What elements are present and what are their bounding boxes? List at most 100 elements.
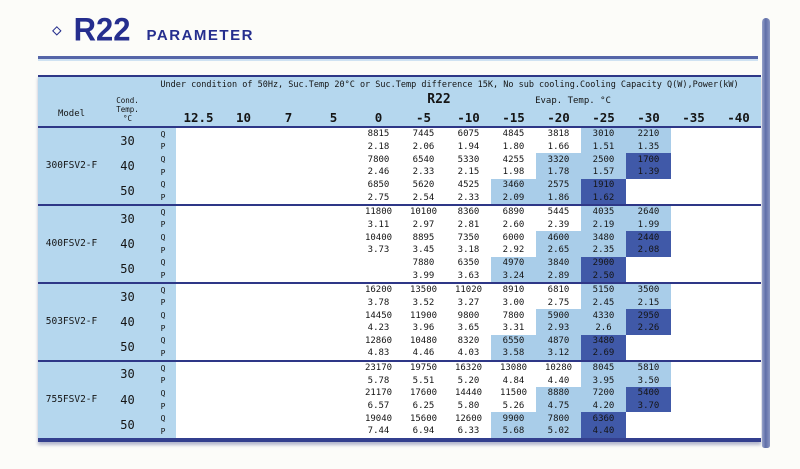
- value-cell: [176, 387, 221, 400]
- page-title: R22: [73, 11, 131, 48]
- parameter-table: Under condition of 50Hz, Suc.Temp 20°C o…: [38, 75, 761, 442]
- value-cell: 2.60: [491, 218, 536, 232]
- value-cell: [716, 205, 761, 219]
- value-cell: [626, 347, 671, 360]
- value-cell: 4330: [581, 309, 626, 322]
- value-cell: [266, 269, 311, 282]
- qp-row-label: Q: [160, 233, 166, 243]
- evap-temp-tick: -10: [457, 110, 480, 125]
- value-cell: 7350: [446, 231, 491, 244]
- value-cell: [176, 191, 221, 204]
- value-cell: [311, 347, 356, 360]
- model-column-header: Model: [57, 109, 86, 119]
- value-cell: [671, 218, 716, 232]
- value-cell: 5.80: [446, 399, 491, 413]
- value-cell: 15600: [401, 412, 446, 426]
- evap-temp-label: Evap. Temp. °C: [535, 96, 611, 106]
- value-cell: 19040: [356, 412, 401, 426]
- value-cell: 1.78: [536, 165, 581, 179]
- value-cell: [176, 361, 221, 375]
- value-cell: [176, 283, 221, 297]
- qp-row-label: P: [160, 323, 166, 333]
- value-cell: 1910: [581, 178, 626, 192]
- value-cell: 2.26: [626, 321, 671, 335]
- value-cell: 4970: [491, 256, 536, 270]
- value-cell: [671, 243, 716, 257]
- value-cell: [716, 387, 761, 400]
- value-cell: 4035: [581, 205, 626, 219]
- value-cell: [716, 231, 761, 244]
- value-cell: [266, 205, 311, 219]
- value-cell: 2.6: [581, 321, 626, 335]
- value-cell: [311, 243, 356, 257]
- value-cell: 5.51: [401, 374, 446, 388]
- value-cell: 8880: [536, 387, 581, 400]
- value-cell: [716, 243, 761, 257]
- qp-row-label: P: [160, 245, 166, 255]
- value-cell: 4525: [446, 178, 491, 192]
- cond-temp-value: 50: [120, 184, 135, 199]
- value-cell: 6890: [491, 205, 536, 219]
- value-cell: 4.46: [401, 347, 446, 360]
- value-cell: 6550: [491, 334, 536, 348]
- value-cell: [311, 269, 356, 282]
- value-cell: [221, 165, 266, 179]
- value-cell: 2.19: [581, 218, 626, 232]
- value-cell: 6850: [356, 178, 401, 192]
- value-cell: [311, 191, 356, 204]
- value-cell: 6.94: [401, 425, 446, 438]
- value-cell: [626, 412, 671, 426]
- value-cell: [311, 165, 356, 179]
- value-cell: [626, 256, 671, 270]
- qp-row-label: P: [160, 220, 166, 230]
- value-cell: [266, 399, 311, 413]
- value-cell: [671, 153, 716, 166]
- value-cell: [266, 387, 311, 400]
- value-cell: [176, 243, 221, 257]
- value-cell: 3.73: [356, 243, 401, 257]
- value-cell: [176, 165, 221, 179]
- value-cell: [176, 256, 221, 270]
- value-cell: [266, 425, 311, 438]
- value-cell: 2.09: [491, 191, 536, 204]
- value-cell: [671, 334, 716, 348]
- value-cell: 6075: [446, 128, 491, 141]
- qp-row-label: P: [160, 426, 166, 436]
- value-cell: 6.33: [446, 425, 491, 438]
- evap-temp-tick: 10: [235, 110, 252, 125]
- value-cell: 4.23: [356, 321, 401, 335]
- value-cell: 6.57: [356, 399, 401, 413]
- value-cell: 2.35: [581, 243, 626, 257]
- value-cell: [176, 412, 221, 426]
- value-cell: 5.78: [356, 374, 401, 388]
- refrigerant-label: R22: [427, 92, 451, 107]
- value-cell: 3.70: [626, 399, 671, 413]
- value-cell: [311, 334, 356, 348]
- value-cell: 4845: [491, 128, 536, 141]
- value-cell: 2640: [626, 205, 671, 219]
- qp-row-label: P: [160, 376, 166, 386]
- value-cell: [266, 231, 311, 244]
- value-cell: [266, 243, 311, 257]
- value-cell: [716, 153, 761, 166]
- value-cell: 5.26: [491, 399, 536, 413]
- value-cell: 2.15: [446, 165, 491, 179]
- value-cell: [671, 374, 716, 388]
- value-cell: 7800: [356, 153, 401, 166]
- value-cell: [176, 321, 221, 335]
- evap-temp-tick: -15: [502, 110, 525, 125]
- value-cell: [221, 128, 266, 141]
- qp-row-label: Q: [160, 388, 166, 398]
- value-cell: [221, 205, 266, 219]
- value-cell: [311, 296, 356, 310]
- value-cell: 2900: [581, 256, 626, 270]
- value-cell: 2440: [626, 231, 671, 244]
- value-cell: [221, 243, 266, 257]
- value-cell: 8910: [491, 283, 536, 297]
- evap-temp-tick: 5: [329, 110, 338, 125]
- value-cell: [716, 283, 761, 297]
- value-cell: [266, 296, 311, 310]
- page-header: ◇ R22 PARAMETER: [52, 11, 254, 48]
- value-cell: 1.98: [491, 165, 536, 179]
- value-cell: [311, 399, 356, 413]
